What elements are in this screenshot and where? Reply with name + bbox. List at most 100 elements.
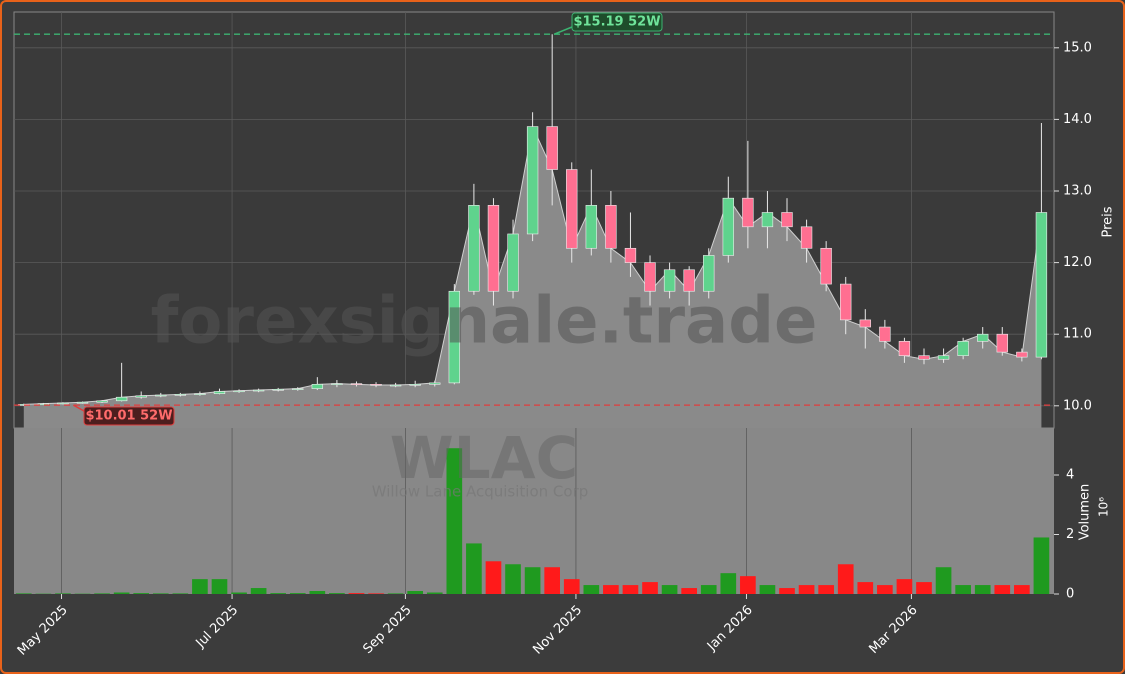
candle-body — [272, 389, 284, 391]
candle-body — [96, 400, 108, 403]
ticker-watermark: WLAC — [390, 424, 578, 492]
volume-bar — [250, 588, 267, 594]
y-tick-label: 14.0 — [1063, 112, 1092, 127]
candle-body — [781, 212, 793, 228]
company-watermark: Willow Lane Acquisition Corp — [372, 483, 589, 501]
candle-body — [546, 126, 558, 170]
y-tick-label: 12.0 — [1063, 255, 1092, 270]
candle-body — [585, 205, 597, 249]
candle-body — [233, 390, 245, 393]
volume-bar — [172, 593, 189, 594]
volume-panel — [14, 428, 1054, 594]
volume-bar — [329, 593, 345, 594]
volume-bar — [720, 573, 737, 594]
candle-body — [566, 169, 578, 249]
low-52w-arrow — [72, 404, 85, 412]
volume-bar — [55, 593, 71, 594]
candle-body — [389, 384, 402, 387]
candle-body — [350, 383, 363, 385]
candle-body — [937, 355, 950, 360]
candle-body — [918, 355, 930, 360]
volume-bar — [113, 592, 130, 594]
volume-bar — [289, 593, 306, 594]
volume-bar — [94, 593, 110, 594]
volume-bar — [309, 591, 326, 594]
candle-body — [526, 126, 539, 235]
high-52w-arrow — [553, 26, 573, 35]
y-tick-label: 10.0 — [1063, 398, 1092, 413]
volume-bar — [368, 593, 384, 594]
volume-bar — [661, 585, 678, 594]
volume-bar — [994, 585, 1011, 594]
candle-body — [977, 333, 989, 342]
candle-body — [800, 226, 813, 249]
volume-bar — [387, 593, 404, 594]
volume-bar — [524, 567, 541, 594]
volume-bar — [603, 585, 619, 594]
candle-body — [292, 388, 304, 390]
y2-tick-label: 4 — [1066, 468, 1074, 483]
volume-scale: 10⁶ — [1097, 497, 1111, 517]
y-tick-label: 15.0 — [1063, 40, 1092, 55]
candle-body — [194, 393, 206, 395]
volume-bar — [779, 588, 795, 594]
volume-bar — [700, 585, 717, 594]
volume-bar — [798, 585, 815, 594]
volume-bar — [642, 582, 658, 594]
candle-body — [996, 333, 1008, 353]
volume-bar — [231, 592, 247, 594]
volume-bar — [485, 561, 502, 594]
low-52w-label: $10.01 52W — [85, 409, 172, 424]
volume-bar — [15, 593, 32, 594]
candle-body — [605, 205, 617, 249]
candle-body — [624, 247, 637, 263]
candle-body — [135, 395, 147, 398]
x-tick-label: Jul 2025 — [193, 603, 242, 652]
watermark: forexsignale.trade — [151, 285, 818, 359]
volume-bar — [916, 582, 932, 594]
candle-body — [820, 247, 832, 285]
volume-bar — [759, 585, 776, 594]
volume-bar — [466, 543, 482, 594]
volume-bar — [857, 582, 874, 594]
volume-bar — [1014, 585, 1030, 594]
x-tick-label: Mar 2026 — [866, 603, 920, 657]
high-52w-box — [571, 12, 663, 32]
candle-body — [448, 290, 461, 384]
candle-body — [722, 197, 734, 256]
volume-bar — [583, 585, 600, 594]
volume-bar — [133, 593, 150, 594]
volume-bar — [837, 564, 854, 594]
candle-body — [683, 269, 695, 292]
candle-body — [761, 212, 774, 228]
volume-bar — [974, 585, 991, 594]
x-tick-label: May 2025 — [15, 603, 71, 659]
candle-body — [155, 394, 167, 397]
candle-body — [370, 384, 382, 386]
volume-bar — [1033, 537, 1050, 594]
high-52w-label: $15.19 52W — [573, 15, 660, 30]
candle-body — [37, 403, 50, 405]
candle-body — [311, 384, 324, 389]
volume-bar — [270, 593, 287, 594]
volume-bar — [681, 588, 697, 594]
volume-bar — [877, 585, 893, 594]
y2-tick-label: 2 — [1066, 527, 1074, 542]
volume-bar — [407, 591, 424, 594]
low-52w-box — [83, 406, 175, 426]
volume-bar — [563, 579, 580, 594]
x-tick-label: Nov 2025 — [530, 603, 585, 658]
candle-body — [840, 283, 852, 321]
y-axis-label: Preis — [1101, 206, 1116, 237]
candle-body — [742, 197, 754, 228]
candle-body — [174, 394, 187, 396]
candle-body — [663, 269, 676, 292]
volume-bar — [935, 567, 952, 594]
candle-body — [331, 383, 343, 385]
x-tick-label: Sep 2025 — [360, 603, 414, 657]
candle-body — [468, 205, 480, 292]
candle-body — [703, 255, 715, 292]
